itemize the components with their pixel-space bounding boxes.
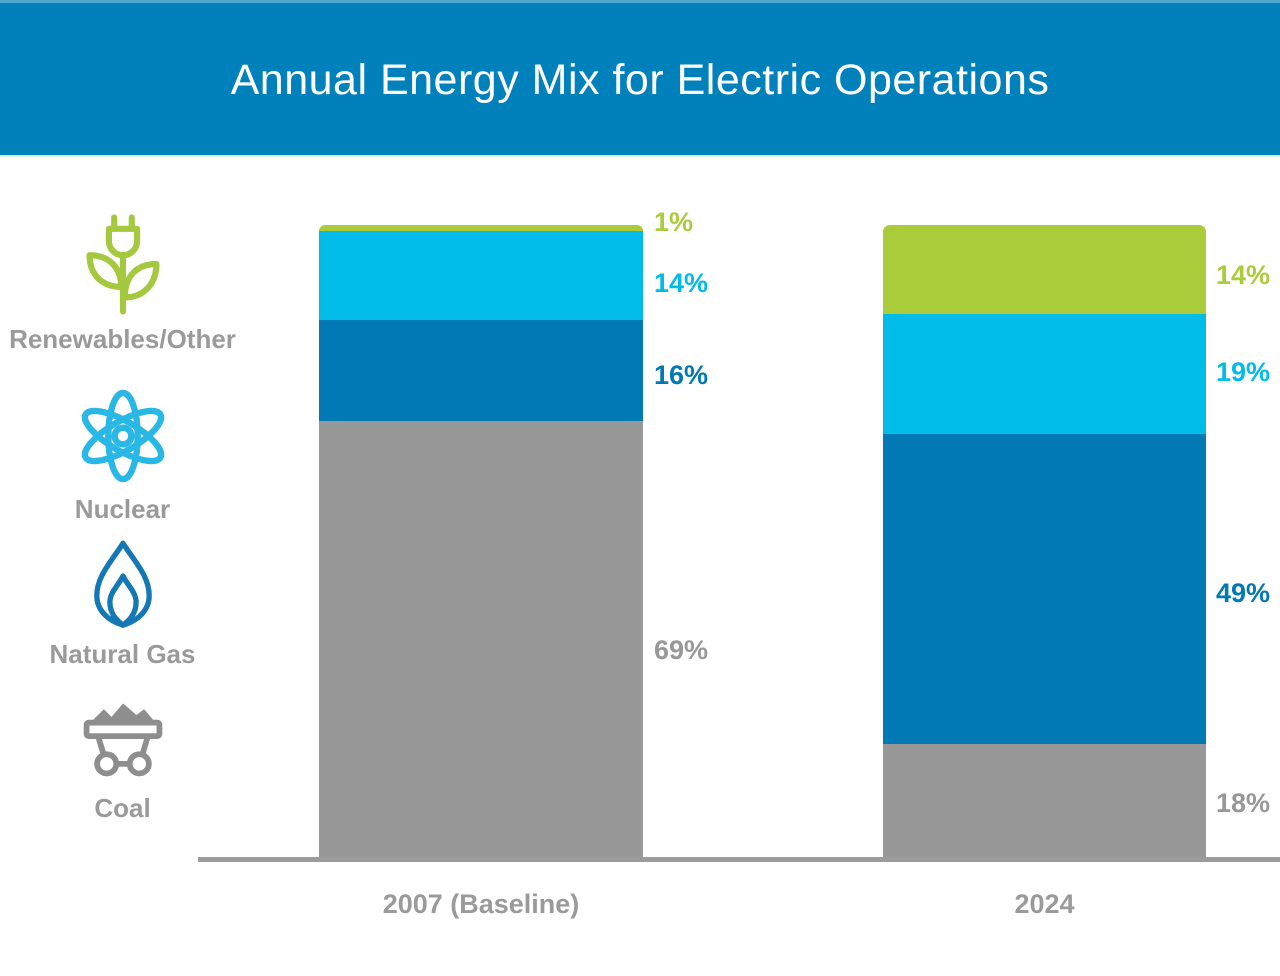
value-label-nuclear-2024: 19% (1216, 357, 1271, 387)
value-label-natural-gas-2007: 16% (654, 360, 709, 390)
legend-item-coal: Coal (0, 692, 245, 824)
legend-item-nuclear: Nuclear (0, 387, 245, 525)
legend-item-renewables: Renewables/Other (0, 213, 245, 355)
bar-segment-nuclear (883, 313, 1206, 434)
bar-segment-coal (883, 744, 1206, 858)
legend-label-renewables: Renewables/Other (9, 324, 236, 354)
legend-item-natural-gas: Natural Gas (0, 540, 245, 670)
bar-segment-natural-gas (319, 319, 643, 422)
legend-label-natural-gas: Natural Gas (49, 639, 196, 669)
bar-2024 (883, 225, 1206, 858)
value-label-coal-2007: 69% (654, 635, 709, 665)
bar-segment-renewables (319, 225, 643, 232)
value-label-nuclear-2007: 14% (654, 268, 709, 298)
atom-icon (0, 387, 245, 485)
header-banner: Annual Energy Mix for Electric Operation… (0, 0, 1280, 157)
page-title: Annual Energy Mix for Electric Operation… (230, 55, 1050, 104)
value-label-natural-gas-2024: 49% (1216, 578, 1271, 608)
coal-cart-icon (0, 692, 245, 784)
legend-label-nuclear: Nuclear (74, 494, 171, 524)
value-label-coal-2024: 18% (1216, 788, 1271, 818)
category-label-2024: 2024 (1014, 889, 1075, 919)
bar-segment-coal (319, 421, 643, 858)
bar-segment-natural-gas (883, 433, 1206, 745)
x-axis-line (198, 857, 1280, 862)
plant-plug-icon (0, 213, 245, 315)
bar-2007-baseline (319, 225, 643, 858)
value-label-renewables-2024: 14% (1216, 260, 1271, 290)
bar-segment-nuclear (319, 231, 643, 320)
flame-icon (0, 540, 245, 630)
category-label-2007: 2007 (Baseline) (382, 889, 580, 919)
legend-label-coal: Coal (94, 793, 151, 823)
value-label-renewables-2007: 1% (654, 207, 694, 237)
chart-legend: Renewables/Other Nuclear (0, 0, 245, 976)
bar-segment-renewables (883, 225, 1206, 314)
